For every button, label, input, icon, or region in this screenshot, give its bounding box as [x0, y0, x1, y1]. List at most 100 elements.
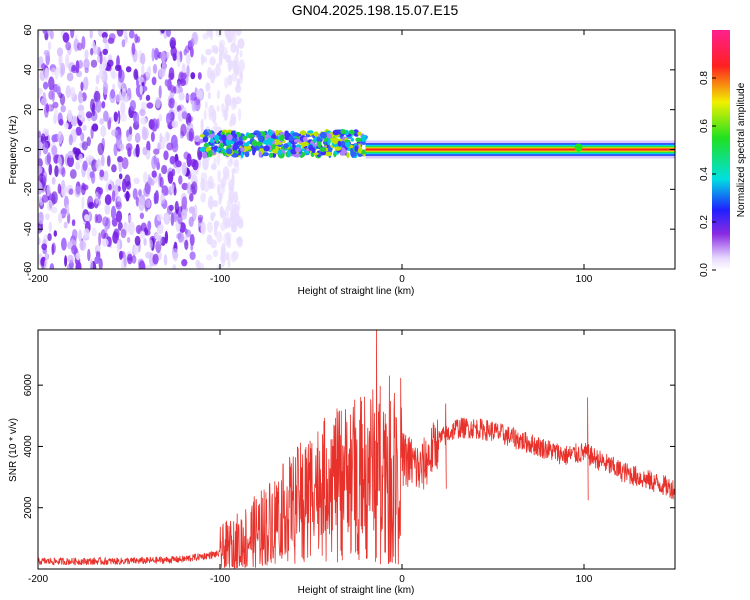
spectral-blob [205, 82, 211, 92]
snr-series [38, 330, 675, 569]
spectral-blob [56, 86, 61, 95]
spectral-blob [262, 152, 269, 157]
spectral-blob [208, 130, 212, 135]
spectral-blob [159, 176, 164, 188]
spectral-blob [67, 254, 74, 264]
spectral-blob [217, 183, 220, 196]
spectral-blob [75, 252, 81, 261]
y-tick-label: -40 [23, 222, 34, 237]
spectral-blob [41, 194, 49, 203]
spectral-blob [181, 209, 188, 220]
spectral-blob [125, 143, 133, 152]
spectral-blob [190, 72, 196, 80]
spectral-blob [83, 228, 90, 239]
spectral-blob [79, 240, 87, 251]
spectral-blob [95, 191, 99, 205]
spectral-blob [96, 244, 101, 252]
colorbar-tick-label: 0.2 [699, 215, 710, 229]
spectral-blob [202, 151, 208, 159]
spectral-blob [354, 145, 359, 152]
spectral-blob [167, 171, 174, 184]
spectral-blob [221, 103, 225, 114]
spectral-blob [38, 129, 42, 141]
spectral-blob [166, 142, 174, 151]
spectral-blob [287, 150, 291, 158]
spectral-blob [200, 118, 204, 132]
spectral-blob [112, 231, 119, 244]
spectral-blob [185, 53, 191, 65]
spectral-blob [101, 32, 108, 39]
spectral-blob [59, 93, 66, 106]
spectral-blob [69, 87, 76, 99]
spectral-blob [139, 212, 145, 220]
spectral-blob [41, 63, 47, 70]
spectral-blob [156, 118, 160, 129]
spectral-blob [132, 188, 138, 200]
spectral-blob [213, 157, 217, 167]
spectral-blob [332, 129, 340, 136]
spectral-blob [175, 160, 182, 168]
spectral-blob [177, 110, 184, 122]
spectral-blob [238, 59, 245, 72]
spectral-blob [256, 141, 263, 147]
y-tick-label: 60 [23, 24, 34, 36]
spectral-blob [361, 150, 367, 154]
spectral-blob [89, 30, 93, 39]
spectral-blob [231, 168, 236, 175]
spectral-blob [326, 133, 332, 139]
spectral-blob [138, 197, 145, 212]
spectral-blob [271, 152, 277, 158]
spectral-blob [45, 252, 49, 266]
spectral-blob [227, 217, 231, 229]
spectral-blob [202, 156, 209, 171]
spectral-blob [115, 178, 122, 187]
spectral-blob [183, 48, 188, 56]
spectral-blob [60, 105, 66, 113]
spectral-blob [156, 213, 163, 222]
spectral-blob [215, 30, 223, 38]
spectral-blob [89, 258, 94, 269]
spectral-blob [49, 30, 54, 40]
spectral-blob [38, 87, 43, 95]
spectral-blob [70, 118, 77, 126]
spectral-blob [325, 151, 332, 157]
spectral-blob [103, 170, 109, 182]
spectral-blob [214, 46, 219, 54]
spectral-blob [98, 187, 104, 195]
spectral-blob [125, 190, 130, 202]
spectral-blob [67, 241, 73, 250]
spectral-blob [57, 131, 63, 144]
spectral-blob [124, 36, 128, 44]
spectral-blob [185, 94, 192, 101]
spectral-blob [164, 131, 170, 143]
x-tick-label: 0 [399, 574, 405, 585]
spectral-blob [237, 218, 244, 229]
spectral-blob [139, 108, 146, 117]
spectral-blob [158, 85, 162, 99]
spectral-blob [169, 155, 176, 165]
spectral-blob [114, 64, 121, 72]
spectral-blob [118, 173, 123, 180]
spectral-blob [186, 153, 192, 168]
spectral-blob [112, 83, 116, 91]
spectral-blob [200, 221, 206, 236]
spectral-blob [181, 196, 188, 210]
spectral-blob [51, 145, 58, 156]
spectral-blob [90, 47, 94, 56]
spectral-blob [319, 131, 327, 139]
spectral-blob [231, 152, 238, 158]
spectral-blob [235, 30, 242, 36]
spectral-blob [259, 145, 264, 149]
spectral-blob [295, 146, 301, 153]
y-tick-label: 6000 [23, 374, 34, 397]
spectral-blob [140, 116, 148, 125]
spectral-blob [212, 249, 219, 258]
spectral-blob [103, 232, 109, 240]
spectral-blob [121, 178, 127, 193]
spectral-blob [69, 261, 74, 269]
spectral-blob [84, 49, 89, 60]
spectral-blob [169, 98, 173, 105]
x-tick-label: 0 [399, 274, 405, 285]
spectral-blob [193, 135, 201, 143]
spectral-blob [231, 137, 238, 142]
